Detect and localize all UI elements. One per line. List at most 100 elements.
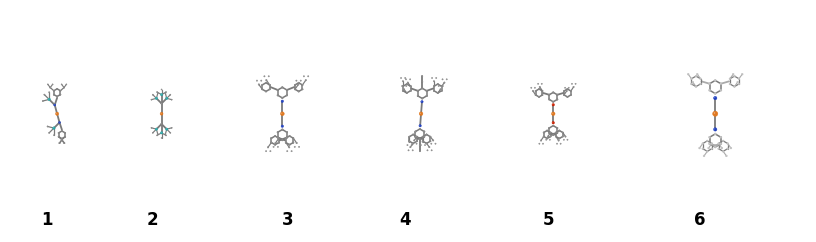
Circle shape	[407, 144, 408, 146]
Circle shape	[408, 150, 409, 151]
Circle shape	[714, 97, 715, 98]
Circle shape	[436, 77, 437, 79]
Circle shape	[417, 95, 419, 97]
Circle shape	[50, 87, 51, 88]
Circle shape	[555, 136, 557, 137]
Circle shape	[540, 140, 542, 141]
Circle shape	[47, 126, 48, 127]
Circle shape	[294, 146, 295, 148]
Circle shape	[543, 136, 544, 137]
Circle shape	[552, 134, 554, 136]
Circle shape	[401, 85, 403, 87]
Circle shape	[442, 85, 444, 87]
Circle shape	[47, 84, 48, 85]
Circle shape	[424, 136, 425, 137]
Circle shape	[282, 129, 283, 130]
Circle shape	[714, 92, 716, 95]
Circle shape	[422, 81, 423, 83]
Circle shape	[566, 90, 567, 92]
Circle shape	[271, 137, 272, 139]
Circle shape	[538, 83, 539, 84]
Text: 5: 5	[543, 211, 554, 229]
Circle shape	[296, 142, 298, 144]
Circle shape	[414, 140, 415, 141]
Circle shape	[410, 86, 411, 87]
Circle shape	[265, 82, 267, 83]
Circle shape	[56, 113, 57, 114]
Circle shape	[53, 127, 55, 129]
Circle shape	[702, 148, 703, 150]
Circle shape	[568, 87, 570, 88]
Circle shape	[422, 141, 424, 143]
Circle shape	[559, 130, 560, 131]
Circle shape	[281, 112, 284, 116]
Circle shape	[722, 151, 724, 152]
Circle shape	[690, 78, 693, 80]
Circle shape	[548, 94, 550, 96]
Circle shape	[415, 131, 416, 132]
Circle shape	[53, 90, 55, 91]
Circle shape	[563, 90, 565, 92]
Circle shape	[53, 135, 55, 136]
Circle shape	[738, 78, 740, 80]
Circle shape	[557, 99, 558, 100]
Circle shape	[56, 88, 58, 90]
Circle shape	[64, 143, 65, 144]
Circle shape	[55, 112, 59, 115]
Circle shape	[275, 142, 277, 144]
Circle shape	[422, 136, 424, 137]
Circle shape	[61, 84, 62, 85]
Circle shape	[293, 142, 294, 143]
Circle shape	[409, 141, 410, 143]
Text: 3: 3	[282, 211, 293, 229]
Circle shape	[703, 155, 705, 157]
Circle shape	[274, 135, 276, 137]
Circle shape	[403, 89, 405, 90]
Circle shape	[567, 88, 568, 90]
Circle shape	[732, 73, 734, 75]
Circle shape	[305, 79, 307, 81]
Circle shape	[281, 100, 284, 103]
Circle shape	[420, 113, 421, 114]
Circle shape	[157, 134, 158, 135]
Circle shape	[256, 80, 258, 81]
Circle shape	[407, 82, 409, 83]
Circle shape	[557, 132, 558, 134]
Circle shape	[416, 136, 418, 137]
Circle shape	[711, 148, 712, 150]
Circle shape	[552, 92, 554, 93]
Circle shape	[261, 84, 263, 86]
Circle shape	[261, 89, 263, 90]
Circle shape	[417, 90, 419, 92]
Circle shape	[552, 125, 554, 127]
Circle shape	[258, 84, 259, 85]
Circle shape	[282, 86, 283, 88]
Circle shape	[416, 143, 417, 144]
Circle shape	[557, 94, 558, 96]
Circle shape	[264, 76, 265, 77]
Circle shape	[269, 89, 270, 90]
Circle shape	[708, 136, 711, 138]
Circle shape	[61, 130, 63, 132]
Circle shape	[409, 140, 410, 142]
Circle shape	[277, 137, 278, 138]
Circle shape	[402, 81, 404, 82]
Circle shape	[722, 140, 724, 142]
Circle shape	[59, 121, 60, 123]
Circle shape	[60, 94, 61, 95]
Circle shape	[53, 94, 55, 95]
Circle shape	[570, 94, 571, 96]
Circle shape	[165, 93, 166, 94]
Circle shape	[547, 138, 548, 139]
Circle shape	[161, 132, 162, 134]
Circle shape	[288, 147, 290, 148]
Circle shape	[419, 145, 420, 146]
Circle shape	[552, 101, 554, 103]
Circle shape	[419, 125, 421, 127]
Text: 1: 1	[41, 211, 52, 229]
Circle shape	[570, 90, 571, 92]
Circle shape	[727, 143, 729, 144]
Circle shape	[738, 83, 740, 85]
Text: 4: 4	[400, 211, 411, 229]
Circle shape	[424, 144, 426, 146]
